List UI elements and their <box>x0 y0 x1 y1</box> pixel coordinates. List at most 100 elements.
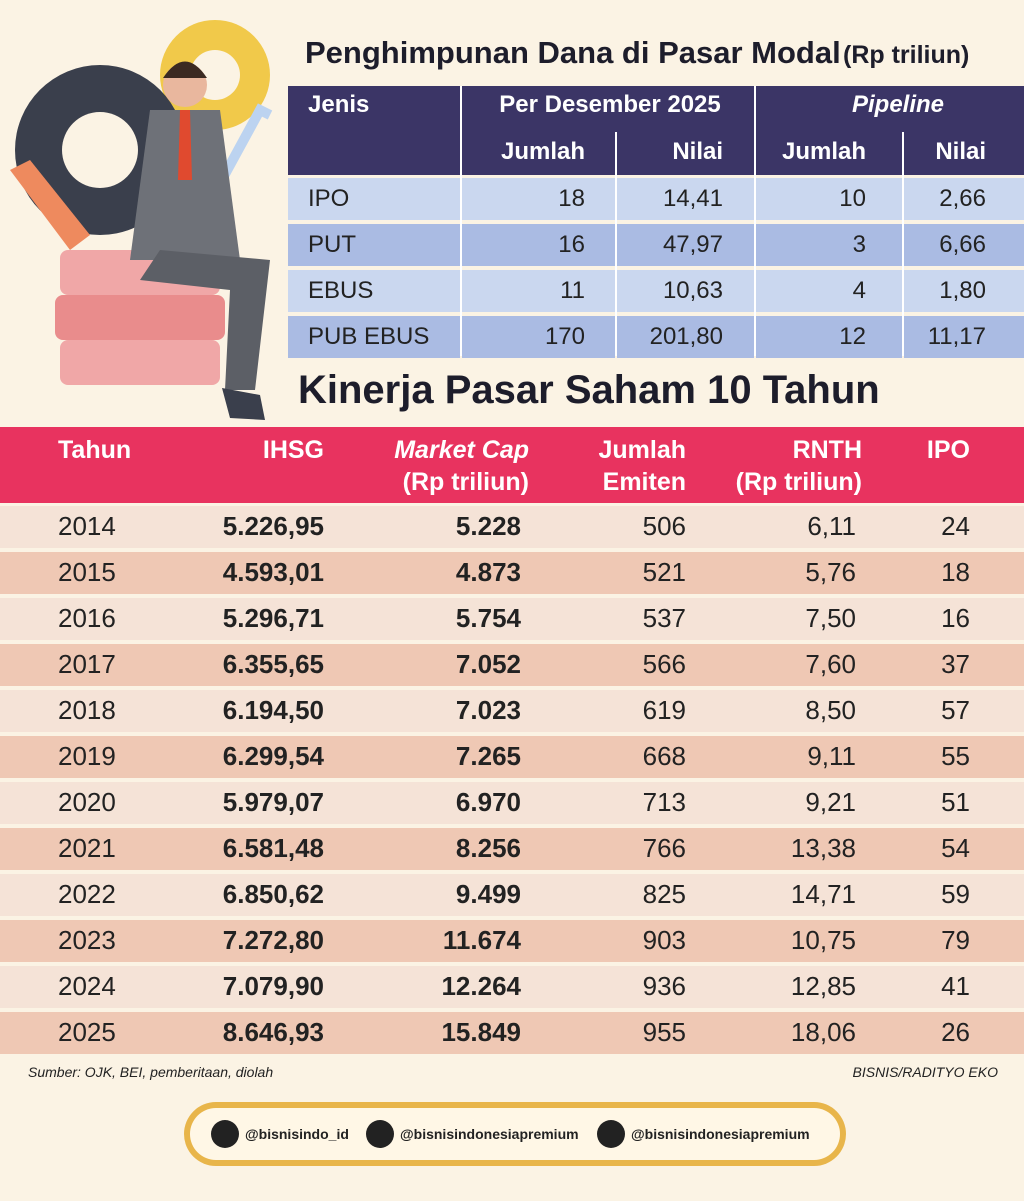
cell: 14,41 <box>662 184 723 212</box>
divider <box>460 86 462 356</box>
cell: 668 <box>642 741 686 772</box>
cell-bg <box>756 224 902 266</box>
row-bg <box>0 874 1024 916</box>
cell: 5.226,95 <box>222 511 324 542</box>
cell: 6,11 <box>807 511 856 542</box>
cell: 12.264 <box>441 971 521 1002</box>
cell: 26 <box>941 1017 970 1048</box>
credit: BISNIS/RADITYO EKO <box>852 1063 998 1080</box>
cell: 10 <box>839 184 866 212</box>
row-bg <box>0 552 1024 594</box>
cell: 55 <box>941 741 970 772</box>
cell: 9,21 <box>805 787 856 818</box>
cell: 4.873 <box>455 557 521 588</box>
cell: 6.355,65 <box>222 649 324 680</box>
cell-bg <box>904 224 1024 266</box>
cell-bg <box>288 316 460 358</box>
title: Penghimpunan Dana di Pasar Modal <box>305 35 841 71</box>
cell: 2025 <box>58 1017 116 1048</box>
cell: 6,66 <box>939 230 986 258</box>
cell: 16 <box>941 603 970 634</box>
cell: 11 <box>560 276 585 304</box>
cell: 2021 <box>58 833 116 864</box>
cell: 5.754 <box>455 603 521 634</box>
cell: 12,85 <box>790 971 856 1002</box>
row-bg <box>0 598 1024 640</box>
cell: 14,71 <box>790 879 856 910</box>
header: (Rp triliun) <box>402 468 529 496</box>
cell: 6.850,62 <box>222 879 324 910</box>
cell: PUT <box>308 230 356 258</box>
cell-bg <box>617 316 754 358</box>
title-unit: (Rp triliun) <box>843 41 970 69</box>
cell: 7.272,80 <box>222 925 324 956</box>
source: Sumber: OJK, BEI, pemberitaan, diolah <box>28 1063 274 1080</box>
cell-bg <box>756 178 902 220</box>
table-header <box>288 86 1024 175</box>
cell: 9.499 <box>455 879 521 910</box>
cell: 24 <box>941 511 970 542</box>
cell: 5.296,71 <box>222 603 324 634</box>
cell: 170 <box>544 322 585 350</box>
cell: 47,97 <box>662 230 723 258</box>
cell: 955 <box>642 1017 686 1048</box>
cell: 57 <box>941 695 970 726</box>
row-bg <box>0 1012 1024 1054</box>
cell: 2016 <box>58 603 116 634</box>
cell: 18 <box>558 184 585 212</box>
cell: 521 <box>642 557 686 588</box>
cell-bg <box>904 178 1024 220</box>
sub-header: Nilai <box>672 137 723 165</box>
cell-bg <box>288 178 460 220</box>
header: Emiten <box>602 468 686 496</box>
cell: 2014 <box>58 511 116 542</box>
cell: 2017 <box>58 649 116 680</box>
cell: 936 <box>642 971 686 1002</box>
cell-bg <box>462 316 615 358</box>
cell: 11.674 <box>442 925 521 956</box>
cell-bg <box>288 224 460 266</box>
row-bg <box>0 506 1024 548</box>
illustration <box>10 20 273 420</box>
cell: 3 <box>852 230 866 258</box>
cell: 619 <box>642 695 686 726</box>
cell-bg <box>756 270 902 312</box>
cell-bg <box>462 224 615 266</box>
cell: 2015 <box>58 557 116 588</box>
cell: 8,50 <box>805 695 856 726</box>
social-icon <box>366 1120 394 1148</box>
header: (Rp triliun) <box>735 468 862 496</box>
cell-bg <box>617 178 754 220</box>
cell-bg <box>756 316 902 358</box>
social-handle: @bisnisindonesiapremium <box>400 1125 579 1142</box>
cell: 6.581,48 <box>222 833 324 864</box>
table-header <box>0 427 1024 503</box>
header: IHSG <box>262 436 324 464</box>
cell: 2023 <box>58 925 116 956</box>
cell-bg <box>904 316 1024 358</box>
cell: 12 <box>839 322 866 350</box>
cell: 1,80 <box>939 276 986 304</box>
cell: 9,11 <box>807 741 856 772</box>
social-bar <box>190 1108 840 1160</box>
cell: 10,75 <box>790 925 856 956</box>
row-bg <box>0 736 1024 778</box>
cell: 7.052 <box>455 649 521 680</box>
cell-bg <box>462 178 615 220</box>
header: Jenis <box>308 90 370 118</box>
cell: 18 <box>941 557 970 588</box>
cell: 11,17 <box>927 322 986 350</box>
divider <box>615 132 617 356</box>
cell: 13,38 <box>790 833 856 864</box>
cell: 201,80 <box>649 322 723 350</box>
header: Market Cap <box>394 436 529 464</box>
cell-bg <box>462 270 615 312</box>
cell: 7.265 <box>455 741 521 772</box>
cell: PUB EBUS <box>308 322 430 350</box>
header: RNTH <box>792 436 862 464</box>
header: Per Desember 2025 <box>499 90 721 118</box>
cell: 37 <box>941 649 970 680</box>
cell: 2024 <box>58 971 116 1002</box>
cell: 903 <box>642 925 686 956</box>
cell-bg <box>288 270 460 312</box>
